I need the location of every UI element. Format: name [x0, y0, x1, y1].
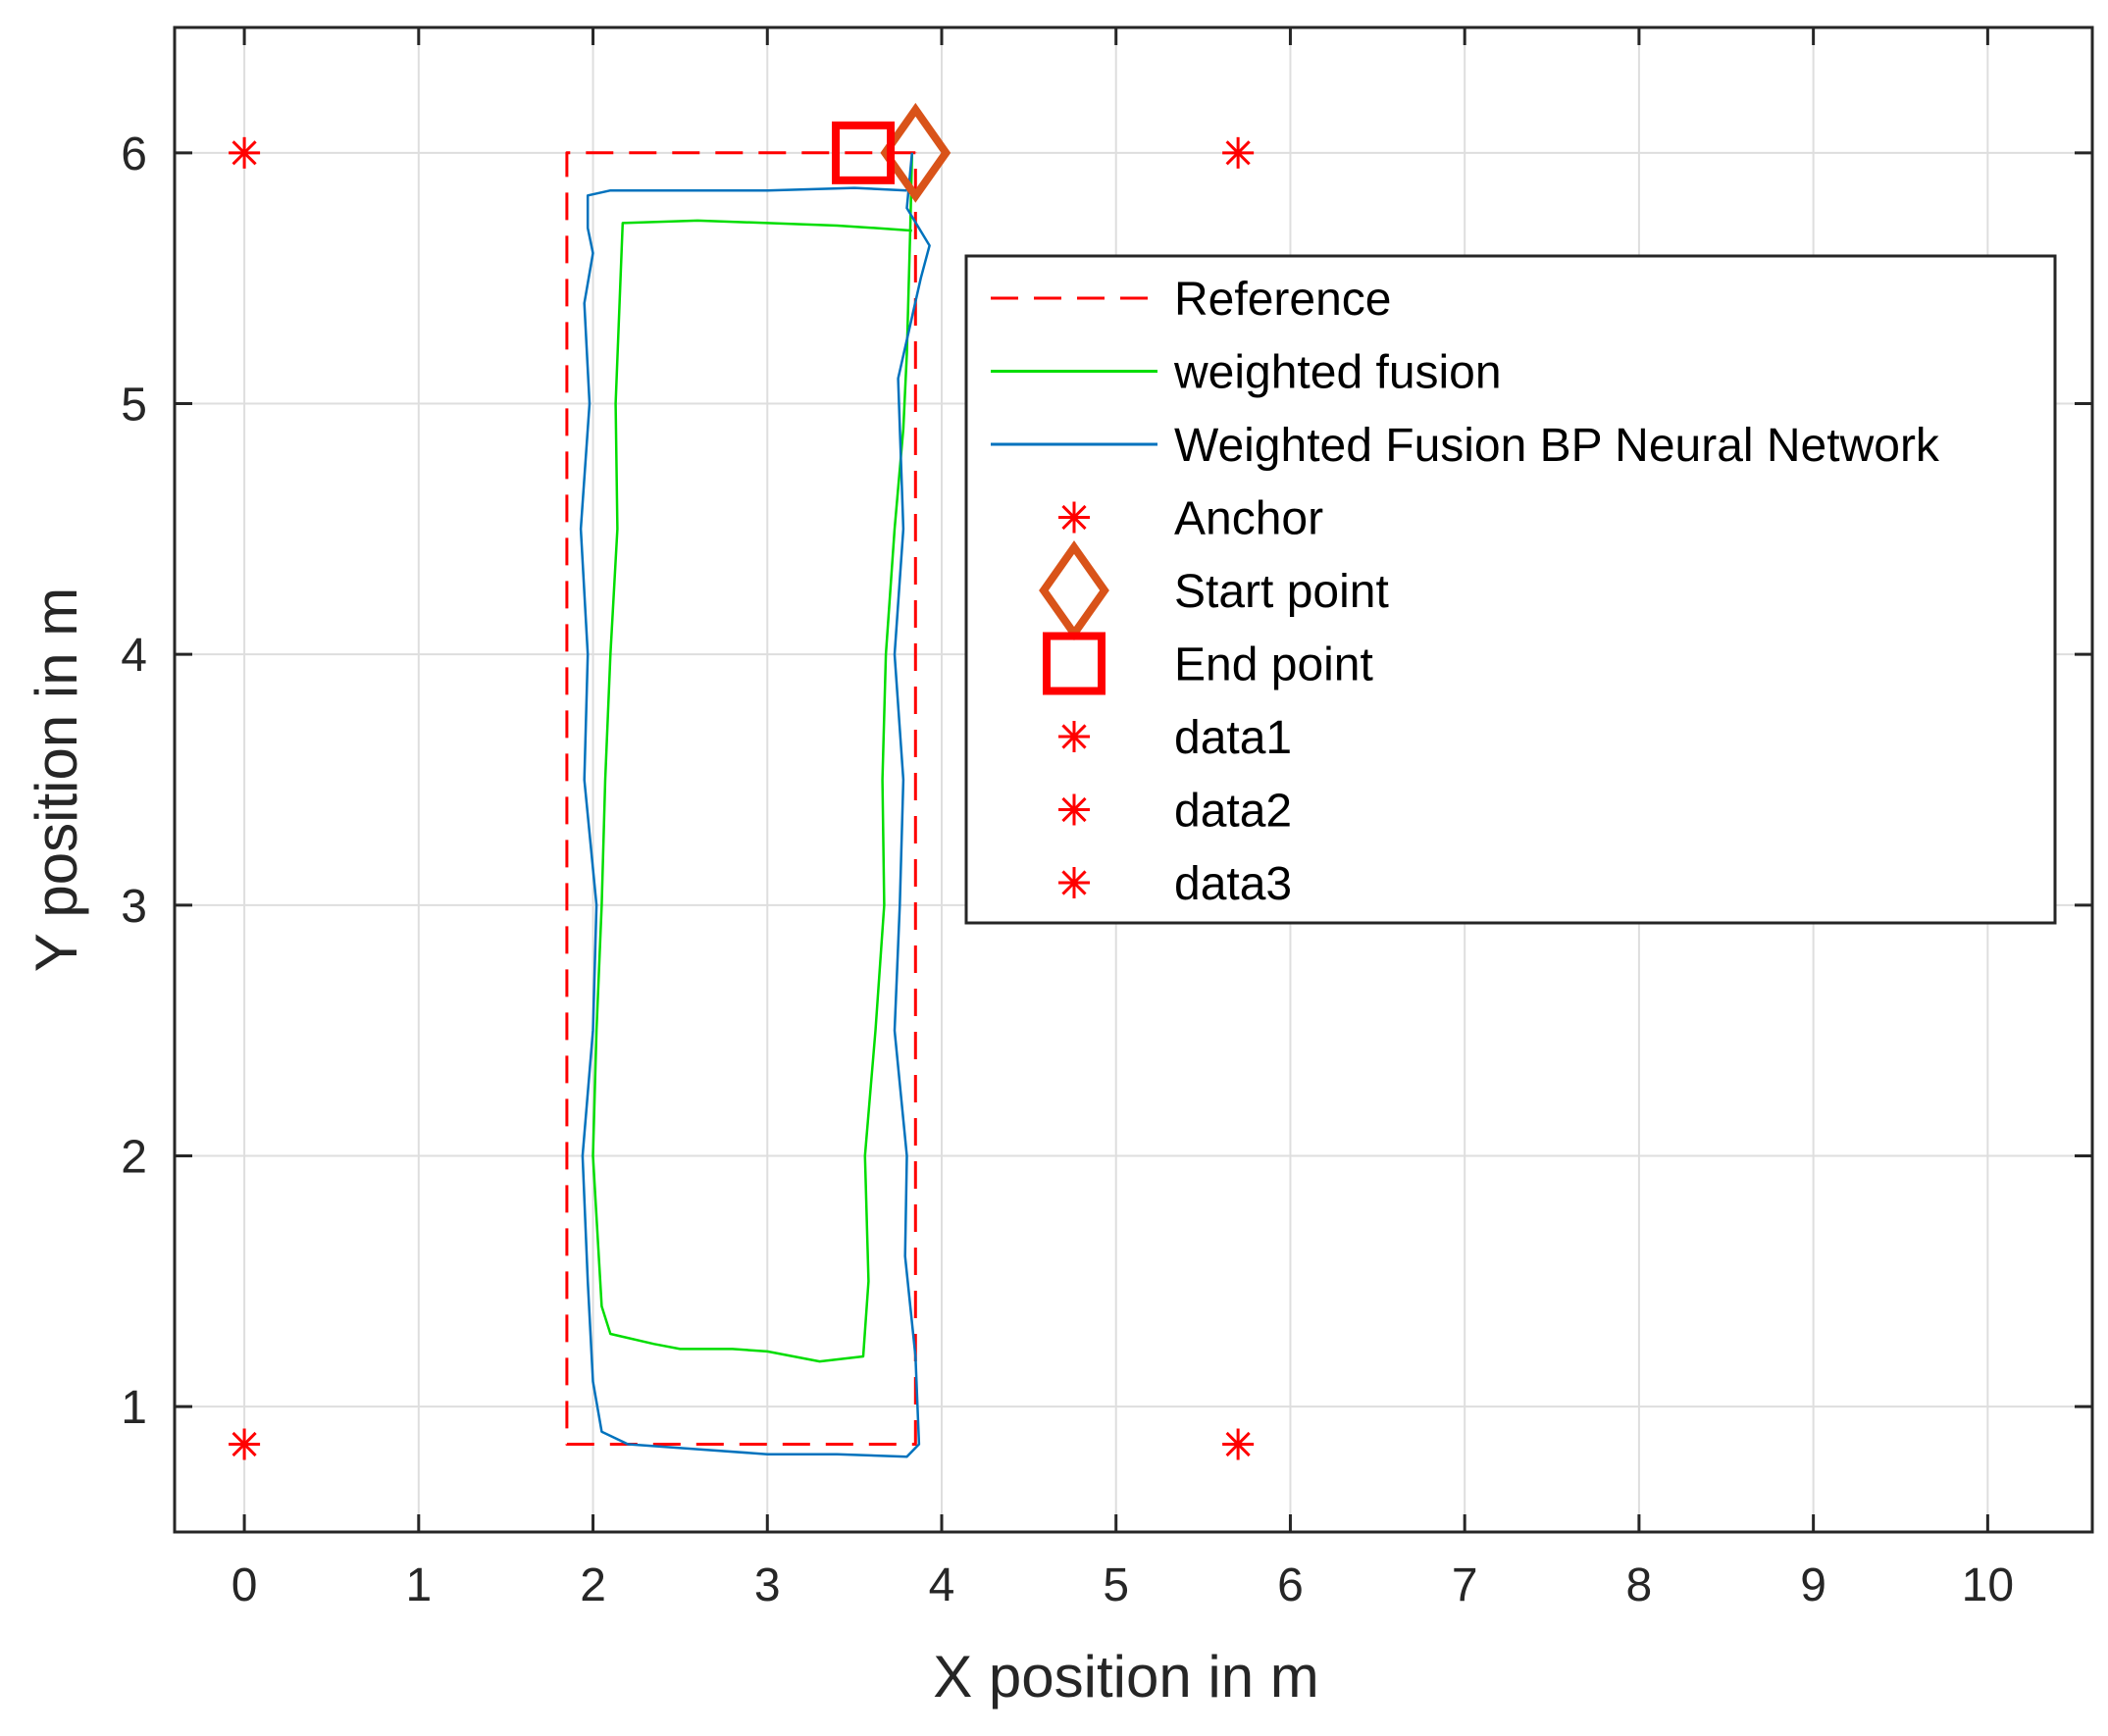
x-axis-ticks: 0 1 2 3 4 5 6 7 8 9 10: [231, 27, 2014, 1611]
marker-anchor-0-stroke-3: [231, 140, 257, 166]
legend-label-end-point: End point: [1174, 639, 1373, 691]
x-tick-label-9: 9: [1800, 1559, 1826, 1611]
legend-label-weighted-fusion-bp-neural-network: Weighted Fusion BP Neural Network: [1174, 420, 1940, 472]
marker-anchor-0: [229, 136, 261, 169]
marker-anchor-1-stroke-3: [1225, 140, 1251, 166]
legend-marker-anchor-stroke-3: [1061, 504, 1087, 531]
legend-marker-data3-stroke-3: [1061, 870, 1087, 895]
legend-label-data1: data1: [1174, 712, 1292, 764]
marker-start-point-0: [880, 102, 951, 203]
series-line-reference: [565, 151, 917, 1446]
legend-label-data2: data2: [1174, 786, 1292, 838]
marker-end-point-0: [832, 121, 896, 184]
series-line-weighted-fusion: [591, 152, 914, 1363]
legend-marker-anchor: [1058, 501, 1090, 534]
legend-label-data3: data3: [1174, 858, 1292, 910]
x-tick-label-2: 2: [580, 1559, 606, 1611]
legend-marker-data2: [1058, 793, 1090, 826]
y-tick-label-5: 6: [121, 128, 147, 180]
legend: Reference weighted fusion Weighted Fusion …: [964, 254, 2057, 925]
legend-label-weighted-fusion: weighted fusion: [1173, 347, 1502, 399]
x-axis-label: X position in m: [933, 1644, 1319, 1710]
marker-anchor-2-stroke-3: [231, 1431, 257, 1457]
x-tick-label-6: 6: [1277, 1559, 1304, 1611]
series-layer: [229, 102, 1255, 1460]
x-tick-label-7: 7: [1452, 1559, 1478, 1611]
marker-anchor-3: [1222, 1428, 1255, 1460]
series-line-weighted-fusion-bp-neural-network: [579, 152, 931, 1458]
y-tick-label-2: 3: [121, 881, 147, 933]
legend-marker-data1-stroke-3: [1061, 724, 1087, 749]
marker-anchor-2: [229, 1428, 261, 1460]
legend-marker-end-point: [1043, 632, 1105, 695]
x-tick-label-0: 0: [231, 1559, 258, 1611]
x-tick-label-3: 3: [754, 1559, 781, 1611]
y-tick-label-1: 2: [121, 1132, 147, 1184]
y-tick-label-0: 1: [121, 1382, 147, 1434]
legend-label-start-point: Start point: [1174, 566, 1389, 618]
legend-box: [964, 254, 2057, 925]
x-tick-label-1: 1: [405, 1559, 432, 1611]
legend-label-reference: Reference: [1174, 274, 1391, 326]
y-tick-label-4: 5: [121, 380, 147, 432]
marker-anchor-3-stroke-3: [1225, 1431, 1251, 1457]
legend-marker-data2-stroke-3: [1061, 796, 1087, 823]
legend-marker-data3: [1058, 867, 1090, 898]
y-tick-label-3: 4: [121, 630, 147, 682]
y-axis-label: Y position in m: [24, 587, 89, 972]
x-tick-label-8: 8: [1626, 1559, 1653, 1611]
x-tick-label-4: 4: [929, 1559, 955, 1611]
legend-label-anchor: Anchor: [1174, 493, 1323, 545]
legend-marker-data1: [1058, 721, 1090, 752]
x-tick-label-10: 10: [1962, 1559, 2014, 1611]
y-axis-ticks: 1 2 3 4 5 6: [121, 128, 2092, 1434]
plot-border: [173, 26, 2094, 1534]
x-tick-label-5: 5: [1103, 1559, 1129, 1611]
marker-anchor-1: [1222, 136, 1255, 169]
